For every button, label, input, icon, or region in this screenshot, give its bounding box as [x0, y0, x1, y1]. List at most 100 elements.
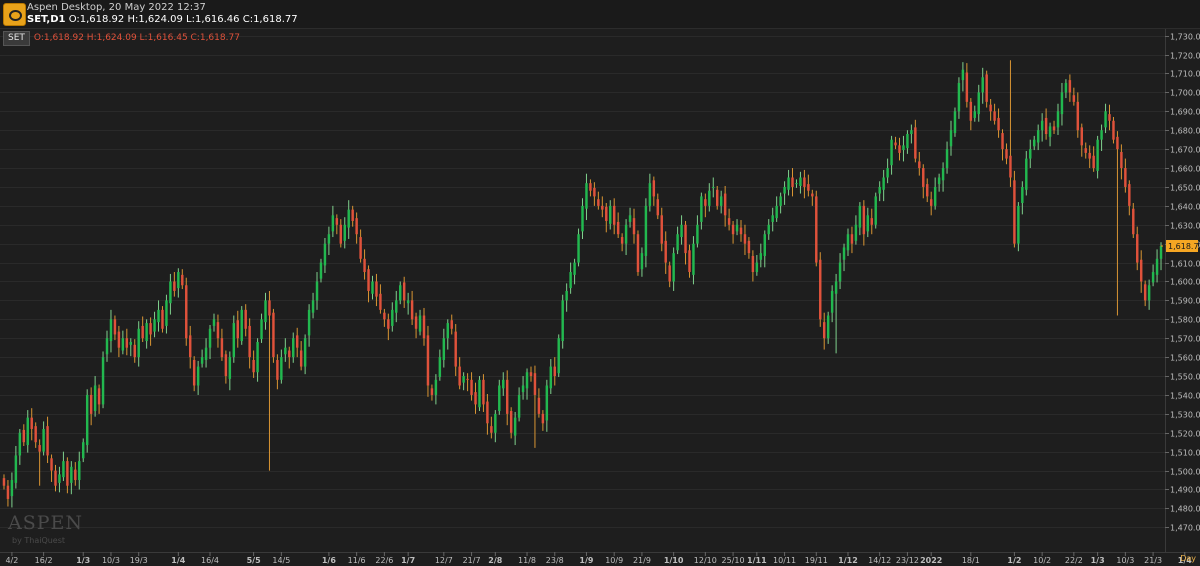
candle-body: [743, 234, 747, 244]
candle-body: [470, 379, 473, 395]
candle: [910, 124, 913, 144]
candle-body: [383, 312, 386, 320]
period-label[interactable]: Day: [1180, 554, 1196, 563]
candle-body: [795, 183, 798, 185]
candle-body: [34, 426, 37, 443]
candle: [478, 376, 481, 412]
candle-body: [1052, 126, 1056, 131]
candle: [807, 174, 810, 197]
candle-body: [97, 388, 101, 405]
candle: [327, 226, 331, 256]
candle-body: [46, 426, 49, 456]
candle: [70, 461, 73, 495]
candle: [1064, 79, 1068, 99]
time-axis[interactable]: 4/2 16/2 1/3 10/3 19/3 1/4 16/4 5/5 14/5 1/6 11/6 2…: [5, 552, 1200, 565]
candle: [379, 284, 382, 314]
candle: [141, 316, 144, 342]
candle-body: [941, 168, 945, 181]
candle-body: [513, 417, 517, 436]
time-tick-label: 23/12: [896, 556, 919, 565]
candle: [18, 428, 22, 465]
candle: [54, 464, 57, 492]
candle-body: [815, 196, 818, 263]
candle-body: [1147, 285, 1151, 301]
candle: [105, 330, 109, 362]
candle-body: [311, 300, 315, 313]
candle: [188, 325, 192, 369]
candle: [1104, 103, 1107, 134]
price-tick-label: 1,580.00: [1170, 316, 1200, 325]
candle-body: [1032, 139, 1036, 147]
candle: [771, 207, 774, 232]
time-tick-label: 10/3: [102, 556, 120, 565]
candle: [553, 357, 556, 386]
price-tick-label: 1,480.00: [1170, 505, 1200, 514]
candle-body: [862, 205, 866, 235]
candle-body: [656, 199, 660, 216]
candle-body: [1080, 127, 1083, 146]
candle: [236, 310, 239, 348]
candle: [280, 349, 283, 384]
candle-body: [565, 290, 568, 301]
candle-body: [462, 376, 465, 383]
candle: [941, 162, 945, 192]
candle: [196, 360, 200, 395]
candle: [414, 312, 418, 339]
candle: [775, 196, 778, 222]
candle-body: [1100, 130, 1103, 140]
aspen-logo-icon[interactable]: [3, 3, 26, 26]
legend-symbol-button[interactable]: SET: [3, 30, 30, 46]
candle-body: [355, 218, 358, 235]
candle: [565, 283, 568, 312]
candle: [914, 119, 917, 163]
candle-body: [490, 426, 493, 433]
candle: [886, 158, 889, 184]
price-axis[interactable]: 1,470.00 1,480.00 1,490.00 1,500.00 1,510.00…: [1165, 33, 1200, 533]
candle: [605, 203, 608, 233]
candle: [1155, 249, 1159, 283]
candle: [355, 212, 358, 244]
candle-body: [1159, 245, 1163, 259]
candle: [854, 215, 858, 245]
candle: [1040, 113, 1044, 142]
candle-body: [1056, 111, 1060, 128]
candle-body: [866, 215, 870, 232]
candle: [601, 196, 604, 218]
candle: [704, 193, 707, 218]
price-tick-label: 1,630.00: [1170, 222, 1200, 231]
candle-body: [220, 338, 224, 358]
candle: [1072, 87, 1076, 106]
time-tick-label: 1/3: [76, 556, 90, 565]
candle-body: [1084, 148, 1087, 153]
candle: [2, 474, 6, 490]
time-tick-label: 1/11: [747, 556, 767, 565]
candle-body: [573, 262, 576, 275]
candle: [957, 77, 961, 119]
candle-body: [161, 309, 164, 329]
candle: [739, 220, 743, 242]
candle: [953, 107, 957, 137]
candle: [204, 338, 208, 368]
candle-body: [319, 262, 323, 279]
candle: [458, 357, 461, 390]
candle: [359, 229, 362, 263]
time-tick-label: 21/9: [633, 556, 651, 565]
candle: [684, 220, 687, 265]
candle-body: [339, 224, 343, 244]
candle: [926, 178, 929, 203]
candle-body: [926, 184, 929, 197]
candle-body: [680, 224, 683, 238]
candle-body: [486, 401, 489, 424]
candle-body: [624, 224, 628, 244]
candle-body: [1017, 205, 1020, 244]
candle-body: [874, 196, 877, 225]
candle: [450, 314, 453, 335]
candle-body: [244, 309, 247, 329]
candle: [46, 416, 49, 464]
candle-body: [521, 385, 525, 393]
candle: [1124, 158, 1127, 193]
candle-body: [949, 130, 953, 147]
candle: [533, 365, 537, 448]
candle-body: [288, 350, 291, 358]
